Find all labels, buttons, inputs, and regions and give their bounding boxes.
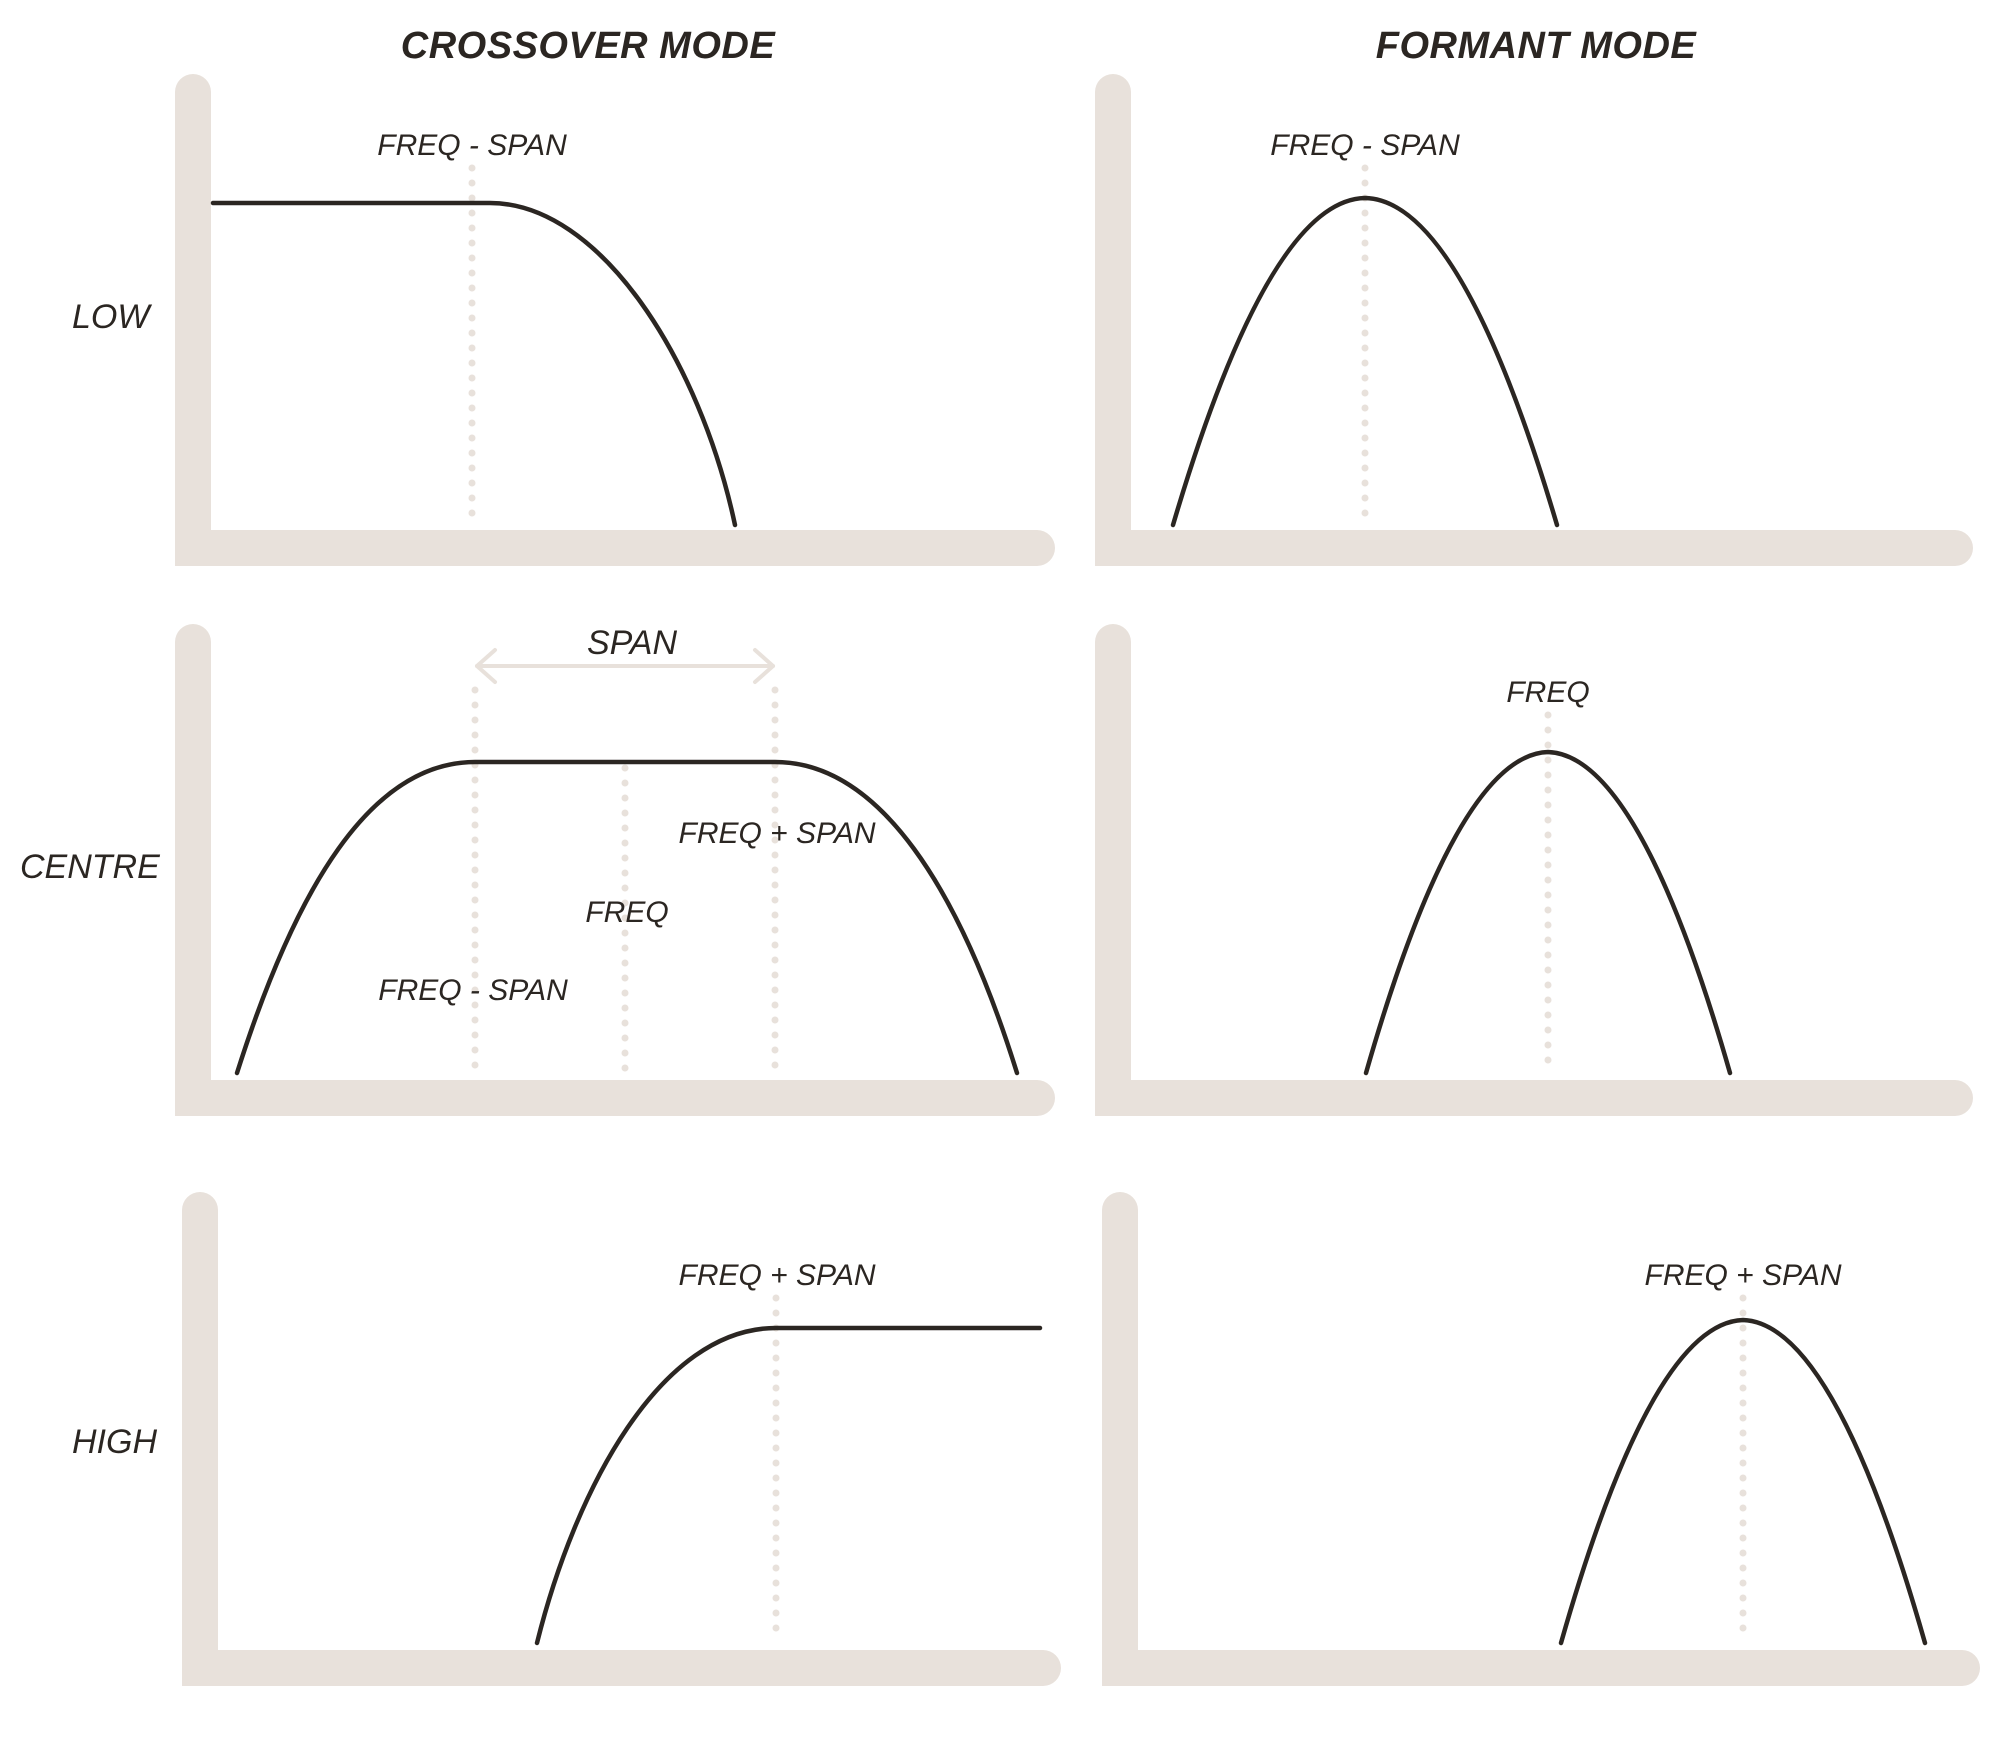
crossover-centre-freq-label: FREQ <box>585 896 668 929</box>
formant-high-freq-plus-span-label: FREQ + SPAN <box>1645 1259 1842 1292</box>
formant-mode-heading: FORMANT MODE <box>1376 25 1698 67</box>
crossover-centre-curve <box>234 759 1020 1076</box>
span-arrow <box>475 648 775 684</box>
formant-high-curve <box>1558 1317 1928 1646</box>
formant-centre-panel: FREQ <box>1095 624 1973 1116</box>
row-label-centre: CENTRE <box>20 848 160 886</box>
crossover-centre-freq-plus-span-label: FREQ + SPAN <box>679 817 876 850</box>
crossover-high-panel: FREQ + SPAN <box>182 1192 1061 1686</box>
crossover-centre-panel: SPAN FREQ + SPAN FREQ FREQ - SPAN <box>175 624 1055 1116</box>
crossover-low-curve <box>210 200 738 528</box>
span-label: SPAN <box>587 624 678 662</box>
crossover-high-axes <box>182 1192 1061 1686</box>
crossover-low-panel: FREQ - SPAN <box>175 74 1055 566</box>
crossover-mode-heading: CROSSOVER MODE <box>401 25 777 67</box>
crossover-centre-freq-minus-span-label: FREQ - SPAN <box>378 974 568 1007</box>
formant-centre-axes <box>1095 624 1973 1116</box>
crossover-centre-axes <box>175 624 1055 1116</box>
formant-high-axes <box>1102 1192 1980 1686</box>
crossover-low-axes <box>175 74 1055 566</box>
crossover-high-curve <box>534 1325 1043 1646</box>
formant-centre-curve <box>1363 749 1733 1076</box>
formant-high-panel: FREQ + SPAN <box>1102 1192 1980 1686</box>
formant-low-freq-minus-span-label: FREQ - SPAN <box>1270 129 1460 162</box>
row-label-high: HIGH <box>72 1423 157 1461</box>
formant-centre-freq-label: FREQ <box>1506 676 1589 709</box>
crossover-low-freq-minus-span-label: FREQ - SPAN <box>377 129 567 162</box>
formant-low-curve <box>1170 195 1560 528</box>
formant-low-panel: FREQ - SPAN <box>1095 74 1973 566</box>
row-label-low: LOW <box>72 298 152 336</box>
formant-low-axes <box>1095 74 1973 566</box>
crossover-high-freq-plus-span-label: FREQ + SPAN <box>679 1259 876 1292</box>
